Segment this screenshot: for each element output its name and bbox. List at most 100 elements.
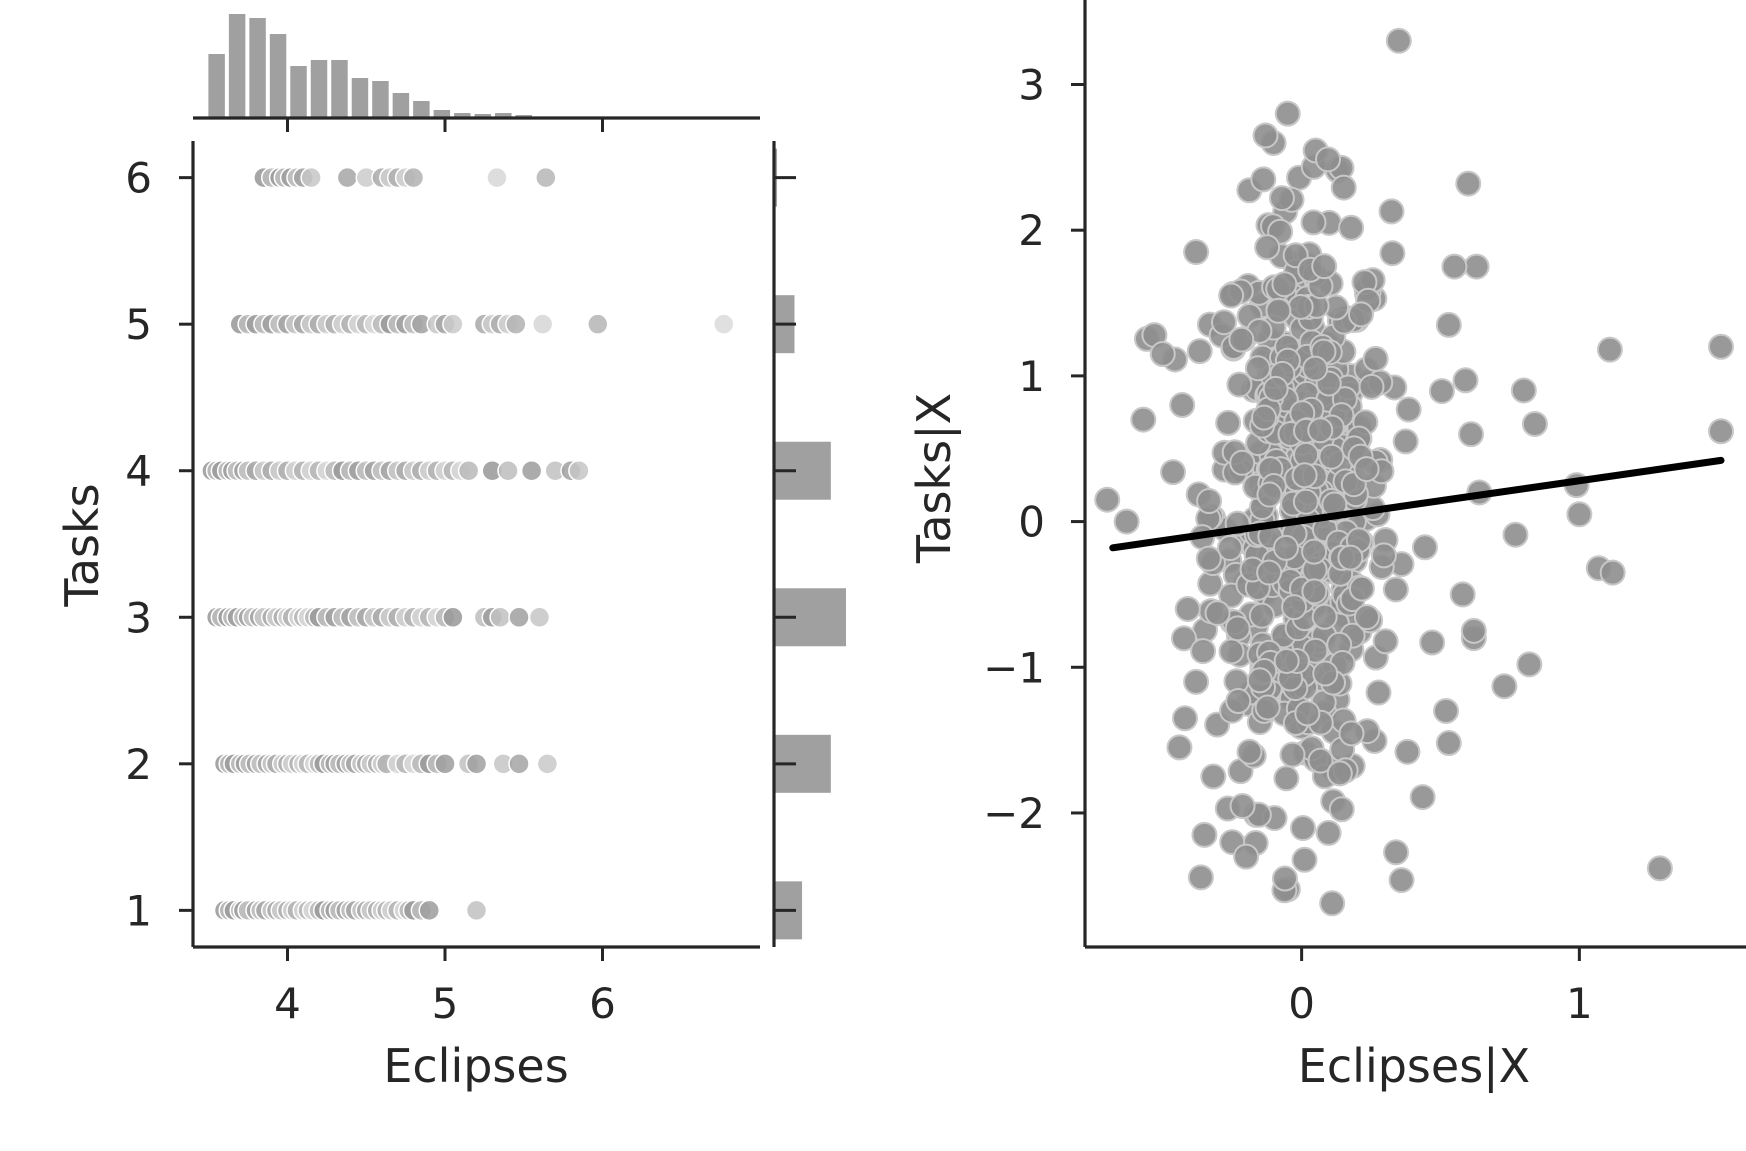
regression-point <box>1195 545 1222 572</box>
regression-point <box>1358 373 1385 400</box>
regression-point <box>1113 508 1140 535</box>
joint-point <box>442 606 464 629</box>
regression-point <box>1273 647 1300 674</box>
regression-point <box>1273 765 1300 792</box>
regression-point <box>1362 345 1389 372</box>
top-hist-bar <box>495 113 512 118</box>
regression-point <box>1292 488 1319 515</box>
regression-point <box>1274 100 1301 127</box>
regression-point <box>1268 185 1295 212</box>
joint-point <box>442 313 464 335</box>
top-hist-bar <box>208 54 225 118</box>
regression-point <box>1338 214 1365 241</box>
top-marginal-ticks <box>286 118 604 132</box>
right-x-axis-label: Eclipses|X <box>1298 1039 1530 1094</box>
regression-point <box>1229 449 1256 476</box>
regression-point <box>1211 309 1238 336</box>
regression-scatter-points <box>1094 27 1735 917</box>
regression-point <box>1174 595 1201 622</box>
joint-point <box>300 166 322 189</box>
regression-point <box>1318 443 1345 470</box>
regression-point <box>1183 668 1210 695</box>
top-hist-bar <box>331 60 348 118</box>
y-tick-label: 1 <box>125 886 152 935</box>
top-hist-bar <box>310 60 328 118</box>
top-hist-bar <box>454 113 471 118</box>
y-tick-label: −1 <box>983 643 1045 692</box>
regression-point <box>1302 355 1329 382</box>
joint-point <box>535 166 557 189</box>
x-tick-label: 6 <box>589 979 616 1028</box>
regression-point <box>1236 738 1263 765</box>
joint-point <box>505 313 527 335</box>
regression-point <box>1315 146 1342 173</box>
regression-point <box>1452 367 1479 394</box>
joint-point <box>336 166 359 189</box>
regression-point <box>1463 253 1490 280</box>
joint-point <box>486 166 508 189</box>
regression-point <box>1385 27 1412 54</box>
regression-point <box>1435 311 1462 338</box>
regression-point <box>1311 253 1338 280</box>
regression-point <box>1353 456 1380 483</box>
regression-point <box>1281 594 1308 621</box>
regression-point <box>1383 839 1410 866</box>
regression-point <box>1330 174 1357 201</box>
regression-point <box>1353 604 1380 631</box>
regression-point <box>1300 209 1327 236</box>
regression-point <box>1337 544 1364 571</box>
regression-point <box>1301 578 1328 605</box>
regression-point <box>1265 297 1292 324</box>
regression-point <box>1294 700 1321 727</box>
joint-point <box>465 899 488 922</box>
regression-point <box>1566 501 1593 528</box>
regression-point <box>1312 660 1339 687</box>
regression-point <box>1301 538 1328 565</box>
regression-point <box>1338 720 1365 747</box>
regression-point <box>1224 615 1251 642</box>
regression-point <box>1378 198 1405 225</box>
regression-point <box>1187 864 1214 891</box>
regression-point <box>1307 417 1334 444</box>
regression-point <box>1170 625 1197 652</box>
regression-point <box>1149 341 1176 368</box>
regression-point <box>1435 730 1462 757</box>
joint-scatter-points <box>201 166 735 922</box>
regression-point <box>1365 679 1392 706</box>
regression-point <box>1229 793 1256 820</box>
x-tick-label: 0 <box>1288 979 1315 1028</box>
joint-point <box>528 606 551 629</box>
top-hist-bar <box>372 81 389 118</box>
regression-point <box>1271 271 1298 298</box>
regression-point <box>1246 667 1273 694</box>
x-tick-label: 1 <box>1566 979 1593 1028</box>
regression-point <box>1311 603 1338 630</box>
regression-point <box>1094 486 1121 513</box>
joint-point <box>418 899 440 922</box>
regression-point <box>1186 338 1213 365</box>
regression-point <box>1502 521 1529 548</box>
regression-point <box>1708 333 1735 360</box>
top-hist-bar <box>413 101 430 118</box>
regression-point <box>1250 166 1277 193</box>
regression-point <box>1200 763 1227 790</box>
regression-point <box>1394 738 1421 765</box>
regression-point <box>1171 705 1198 732</box>
regression-line <box>1109 456 1725 552</box>
joint-point <box>402 166 425 189</box>
regression-point <box>1226 371 1253 398</box>
regression-point <box>1382 576 1409 603</box>
left-y-ticks: 1 2 3 4 5 6 <box>125 154 193 935</box>
left-joint-plot: 4 5 6 1 2 3 4 5 6 Eclipses Tasks <box>55 14 846 1093</box>
regression-point <box>1289 815 1316 842</box>
regression-point <box>1256 481 1283 508</box>
regression-point <box>1291 462 1318 489</box>
top-hist-bar <box>351 78 369 118</box>
regression-point <box>1379 240 1406 267</box>
regression-point <box>1130 406 1157 433</box>
joint-point <box>457 459 480 482</box>
joint-point <box>434 753 456 775</box>
